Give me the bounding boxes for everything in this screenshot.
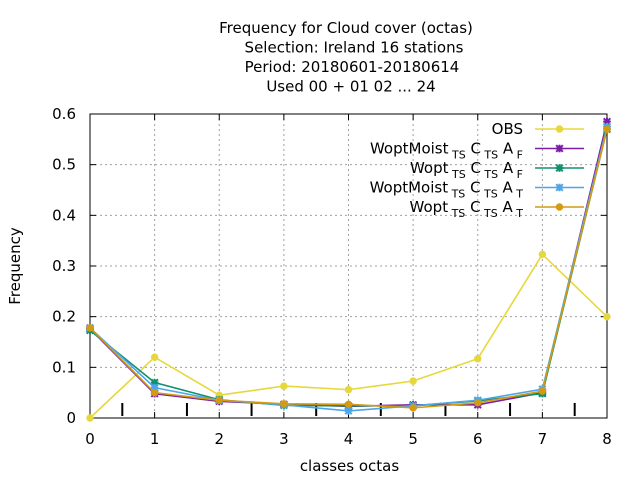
legend-marker [555, 163, 564, 173]
x-tick-label: 8 [602, 430, 612, 448]
data-point [538, 250, 547, 259]
legend-marker [555, 144, 564, 153]
x-tick-label: 4 [344, 430, 354, 448]
y-axis-label: Frequency [6, 227, 24, 305]
data-point [409, 377, 417, 385]
y-tick-label: 0.2 [52, 308, 76, 326]
legend-item: OBS [492, 120, 584, 138]
legend-label: OBS [492, 120, 523, 138]
data-point [150, 353, 159, 361]
x-tick-label: 5 [408, 430, 418, 448]
title-line: Selection: Ireland 16 stations [245, 39, 464, 57]
data-point [150, 388, 159, 397]
x-tick-label: 7 [538, 430, 548, 448]
data-point [344, 406, 353, 415]
y-tick-label: 0.1 [52, 358, 76, 376]
legend-marker [555, 203, 564, 211]
y-tick-label: 0.5 [52, 156, 76, 174]
x-tick-label: 0 [85, 430, 95, 448]
x-tick-label: 2 [214, 430, 224, 448]
x-axis-label: classes octas [300, 457, 400, 475]
grid [90, 114, 607, 418]
data-point [280, 382, 288, 390]
series-2 [85, 125, 612, 410]
legend-item: Wopt TS C TS A T [410, 198, 584, 220]
legend-label: Wopt TS C TS A T [410, 198, 524, 220]
data-point [344, 385, 353, 394]
legend-item: Wopt TS C TS A F [410, 159, 584, 181]
x-tick-label: 6 [473, 430, 483, 448]
data-point [280, 400, 288, 408]
legend-label: WoptMoist TS C TS A F [370, 140, 523, 162]
legend-item: WoptMoist TS C TS A F [370, 140, 584, 162]
y-tick-label: 0.6 [52, 105, 76, 123]
series-lines [85, 117, 612, 422]
data-point [474, 355, 482, 363]
series-0 [86, 250, 611, 422]
data-point [474, 399, 482, 407]
legend-label: WoptMoist TS C TS A T [370, 179, 524, 201]
legend-item: WoptMoist TS C TS A T [370, 179, 584, 201]
chart-title: Frequency for Cloud cover (octas) Selecti… [219, 19, 473, 96]
series-1 [85, 117, 612, 411]
series-4 [86, 125, 611, 412]
data-point [344, 400, 353, 409]
legend-marker [555, 125, 564, 133]
x-tick-label: 3 [279, 430, 289, 448]
data-point [538, 387, 547, 395]
title-line: Frequency for Cloud cover (octas) [219, 19, 473, 37]
data-point [603, 312, 611, 321]
data-point [409, 404, 417, 412]
data-point [603, 125, 611, 133]
title-line: Period: 20180601-20180614 [245, 58, 460, 76]
x-tick-label: 1 [150, 430, 160, 448]
axis-ticks: 0 1 2 3 4 5 6 7 8 0 0.1 0.2 0.3 0.4 0.5 0.6 [52, 105, 612, 448]
y-tick-label: 0.3 [52, 257, 76, 275]
data-point [86, 324, 94, 332]
y-tick-label: 0 [66, 409, 76, 427]
title-line: Used 00 + 01 02 ... 24 [266, 78, 435, 96]
legend-marker [555, 183, 564, 192]
data-point [86, 414, 94, 422]
legend-label: Wopt TS C TS A F [410, 159, 523, 181]
y-tick-label: 0.4 [52, 206, 76, 224]
data-point [215, 396, 223, 404]
